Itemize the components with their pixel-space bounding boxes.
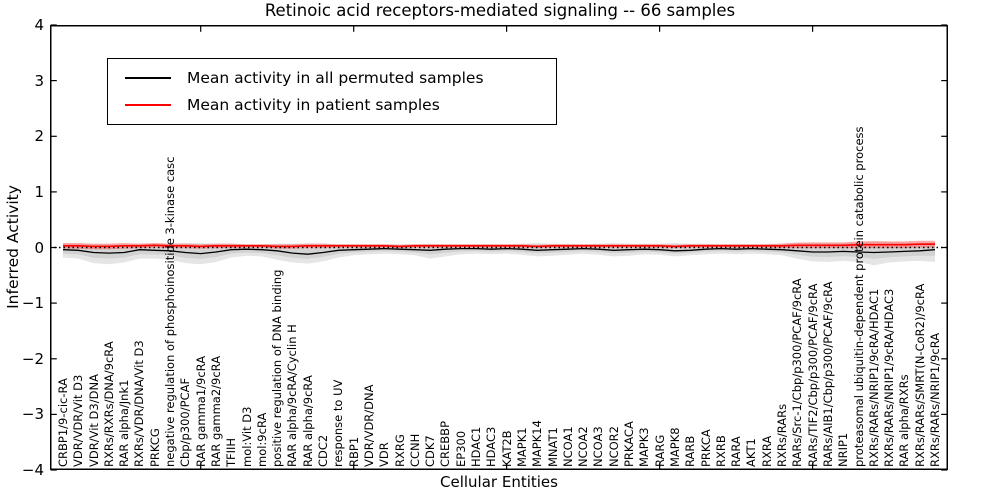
plot-border xyxy=(50,25,948,470)
legend-entry-patient: Mean activity in patient samples xyxy=(108,91,556,118)
x-tick-label: CREBBP xyxy=(438,421,453,467)
x-axis-label: Cellular Entities xyxy=(440,473,558,491)
y-tick-label: 2 xyxy=(34,127,44,146)
legend-line-patient-icon xyxy=(125,103,171,106)
x-tick-label: RXRs/VDR/DNA/Vit D3 xyxy=(132,340,147,467)
x-tick-label: RAR gamma1/9cRA xyxy=(193,355,208,467)
x-tick-label: KAT2B xyxy=(499,430,514,467)
x-tick-label: CDK7 xyxy=(423,435,438,467)
x-tick-label: EP300 xyxy=(453,430,468,467)
x-tick-label: RBP1 xyxy=(346,436,361,467)
chart-canvas xyxy=(50,24,948,471)
legend-entry-permuted: Mean activity in all permuted samples xyxy=(108,64,556,91)
x-tick-label: RARA xyxy=(729,436,744,467)
x-tick-label: VDR/VDR/DNA xyxy=(361,384,376,468)
x-tick-label: RAR alpha/9cRA/Cyclin H xyxy=(285,324,300,467)
y-tick-label: 3 xyxy=(34,71,44,90)
x-tick-label: RAR alpha/RXRs xyxy=(897,374,912,467)
x-tick-label: MAPK8 xyxy=(667,427,682,467)
x-tick-label: Cbp/p300/PCAF xyxy=(178,377,193,467)
x-tick-label: CCNH xyxy=(407,433,422,467)
x-tick-label: RXRs/RARs/SMRT(N-CoR2)/9cRA xyxy=(912,283,927,467)
x-tick-label: RXRs/RXRs/DNA/9cRA xyxy=(101,341,116,467)
x-tick-label: RAR alpha/Jnk1 xyxy=(117,379,132,467)
chart-title: Retinoic acid receptors-mediated signali… xyxy=(264,1,736,20)
x-tick-label: RAR gamma2/9cRA xyxy=(208,355,223,467)
x-tick-label: RXRs/RARs/NRIP1/9cRA/HDAC1 xyxy=(866,288,881,467)
y-tick-label: 4 xyxy=(34,16,44,34)
x-tick-label: VDR/Vit D3/DNA xyxy=(86,374,101,467)
x-tick-label: NCOA3 xyxy=(591,426,606,467)
x-tick-label: NRIP1 xyxy=(836,432,851,467)
x-tick-label: MNAT1 xyxy=(545,427,560,467)
x-tick-label: RXRG xyxy=(392,434,407,467)
x-tick-label: RARB xyxy=(683,435,698,467)
x-tick-label: CRBP1/9-cic-RA xyxy=(56,378,70,467)
x-tick-label: MAPK1 xyxy=(514,427,529,467)
x-tick-label: MAPK14 xyxy=(530,420,545,467)
legend: Mean activity in all permuted samples Me… xyxy=(107,58,557,125)
x-tick-label: negative regulation of phosphoinositide … xyxy=(163,156,178,468)
x-tick-label: RARs/Src-1/Cbp/p300/PCAF/9cRA xyxy=(790,278,805,467)
x-tick-label: PRKACA xyxy=(622,421,637,467)
x-tick-label: TFIIH xyxy=(224,437,239,467)
x-tick-label: RARG xyxy=(652,434,667,467)
x-tick-label: RXRs/RARs/NRIP1/9cRA xyxy=(928,332,942,467)
x-tick-label: CDC2 xyxy=(316,434,331,467)
legend-label-patient: Mean activity in patient samples xyxy=(187,95,440,114)
y-tick-label: 1 xyxy=(34,182,44,201)
y-tick-label: −2 xyxy=(21,349,44,368)
y-tick-label: 0 xyxy=(34,238,44,257)
x-tick-label: mol:Vit D3 xyxy=(239,406,254,467)
x-tick-label: proteasomal ubiquitin-dependent protein … xyxy=(851,126,866,467)
legend-line-permuted-icon xyxy=(125,76,171,79)
x-tick-label: NCOA1 xyxy=(560,426,575,467)
x-tick-label: RXRB xyxy=(713,435,728,467)
x-tick-label: AKT1 xyxy=(744,438,759,467)
x-tick-label: RXRA xyxy=(759,435,774,467)
legend-label-permuted: Mean activity in all permuted samples xyxy=(187,68,484,87)
x-tick-label: PRKCA xyxy=(698,429,713,467)
x-tick-label: mol:9cRA xyxy=(254,412,269,467)
x-tick-label: RARs/TIF2/Cbp/p300/PCAF/9cRA xyxy=(805,283,820,467)
plot-area: Mean activity in all permuted samples Me… xyxy=(50,24,948,471)
y-tick-label: −4 xyxy=(21,461,44,479)
x-tick-label: NCOA2 xyxy=(576,426,591,467)
x-tick-label: NCOR2 xyxy=(606,426,621,467)
y-tick-label: −1 xyxy=(21,294,44,313)
x-tick-label: HDAC3 xyxy=(484,426,499,467)
x-tick-label: positive regulation of DNA binding xyxy=(270,269,285,467)
x-tick-label: response to UV xyxy=(331,379,346,467)
x-tick-label: RXRs/RARs xyxy=(775,403,790,467)
x-tick-label: VDR xyxy=(377,442,392,467)
x-tick-label: RARs/AIB1/Cbp/p300/PCAF/9cRA xyxy=(820,281,835,467)
x-tick-label: VDR/VDR/Vit D3 xyxy=(71,374,86,467)
x-tick-label: RXRs/RARs/NRIP1/9cRA/HDAC3 xyxy=(882,288,897,467)
x-tick-label: PRKCG xyxy=(147,428,162,467)
y-tick-label: −3 xyxy=(21,405,44,424)
x-tick-label: HDAC1 xyxy=(469,426,484,467)
x-tick-label: RAR alpha/9cRA xyxy=(300,375,315,467)
x-tick-label: MAPK3 xyxy=(637,427,652,467)
